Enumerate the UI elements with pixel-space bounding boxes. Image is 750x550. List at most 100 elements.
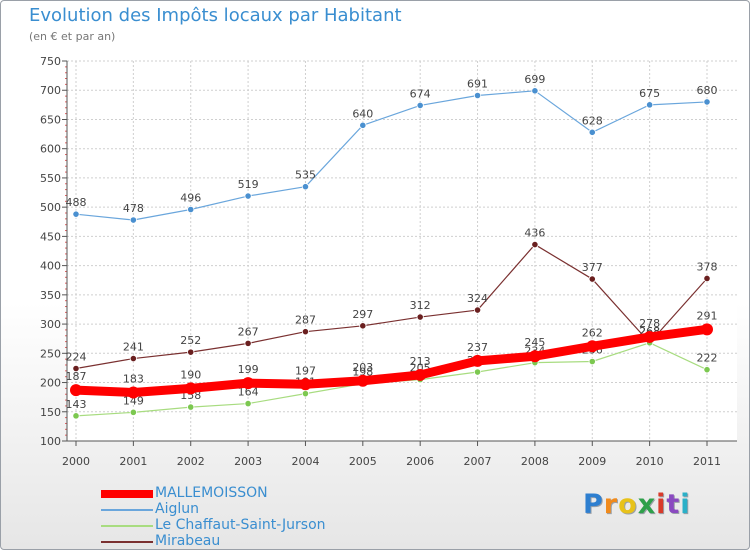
x-tick-label: 2002 <box>177 455 205 468</box>
data-point-mirabeau <box>473 306 482 314</box>
logo-letter: t <box>666 489 681 520</box>
y-tick-label: 600 <box>40 143 61 156</box>
data-point-le-chaffaut-saint-jurson <box>72 412 80 420</box>
x-tick-label: 2011 <box>693 455 721 468</box>
logo-letter: o <box>618 489 638 520</box>
x-tick-label: 2008 <box>521 455 549 468</box>
data-point-mallemoisson <box>70 384 82 397</box>
data-point-mirabeau <box>244 339 252 347</box>
data-label-aiglun: 535 <box>295 169 316 182</box>
data-point-mallemoisson <box>356 374 369 387</box>
data-label-aiglun: 478 <box>123 202 144 215</box>
y-tick-label: 400 <box>40 260 61 273</box>
data-label-mirabeau: 287 <box>295 314 316 327</box>
data-point-mallemoisson <box>414 368 427 381</box>
y-tick-label: 150 <box>40 406 61 419</box>
data-point-le-chaffaut-saint-jurson <box>129 408 137 416</box>
data-point-mallemoisson <box>127 386 140 399</box>
y-tick-label: 200 <box>40 377 61 390</box>
legend-label: Mirabeau <box>155 533 221 549</box>
data-label-aiglun: 640 <box>352 107 373 120</box>
legend-label: Le Chaffaut-Saint-Jurson <box>155 517 326 533</box>
data-label-le-chaffaut-saint-jurson: 164 <box>238 386 259 399</box>
data-point-mallemoisson <box>528 350 541 363</box>
data-point-mirabeau <box>531 240 539 249</box>
data-point-mirabeau <box>72 364 80 373</box>
x-tick-label: 2006 <box>406 455 434 468</box>
logo-letter: P <box>583 489 604 520</box>
data-point-mirabeau <box>588 275 596 283</box>
data-label-le-chaffaut-saint-jurson: 143 <box>66 398 87 411</box>
legend-swatch <box>101 509 153 511</box>
x-tick-label: 2000 <box>62 455 90 468</box>
x-tick-label: 2007 <box>464 455 492 468</box>
data-label-aiglun: 488 <box>66 196 87 209</box>
data-label-aiglun: 674 <box>410 87 431 100</box>
data-label-aiglun: 675 <box>639 87 660 100</box>
data-point-le-chaffaut-saint-jurson <box>244 399 252 408</box>
data-label-mirabeau: 378 <box>697 260 718 273</box>
data-point-aiglun <box>244 192 252 200</box>
y-tick-label: 650 <box>40 113 61 126</box>
x-tick-label: 2004 <box>291 455 319 468</box>
y-tick-label: 750 <box>40 55 61 68</box>
data-point-aiglun <box>416 101 424 110</box>
legend-swatch <box>101 541 153 543</box>
chart-title: Evolution des Impôts locaux par Habitant <box>29 5 402 26</box>
x-tick-label: 2010 <box>636 455 664 468</box>
y-tick-label: 100 <box>40 435 61 448</box>
data-point-mirabeau <box>187 348 195 356</box>
data-point-le-chaffaut-saint-jurson <box>301 390 310 398</box>
data-point-mallemoisson <box>643 330 656 343</box>
y-tick-label: 700 <box>40 84 61 97</box>
chart-subtitle: (en € et par an) <box>29 30 116 43</box>
data-label-mallemoisson: 237 <box>467 341 488 354</box>
data-point-le-chaffaut-saint-jurson <box>703 366 711 374</box>
data-point-aiglun <box>703 98 711 106</box>
data-point-mallemoisson <box>701 323 713 336</box>
data-point-aiglun <box>187 205 195 214</box>
legend-swatch <box>101 490 153 498</box>
data-label-mirabeau: 377 <box>582 261 603 274</box>
logo-letter: i <box>656 489 667 520</box>
x-tick-label: 2003 <box>234 455 262 468</box>
data-label-mirabeau: 241 <box>123 341 144 354</box>
data-point-aiglun <box>359 121 367 129</box>
data-label-mallemoisson: 190 <box>180 368 201 381</box>
logo-letter: x <box>637 489 657 520</box>
legend-swatch <box>101 525 153 527</box>
y-tick-label: 550 <box>40 172 61 185</box>
x-tick-label: 2001 <box>119 455 147 468</box>
data-point-mirabeau <box>359 322 367 330</box>
data-label-aiglun: 680 <box>697 84 718 97</box>
data-point-aiglun <box>301 183 310 191</box>
y-tick-label: 250 <box>40 347 61 360</box>
series-line-mallemoisson <box>71 324 712 397</box>
data-label-mallemoisson: 245 <box>524 336 545 349</box>
data-point-aiglun <box>473 91 482 100</box>
proxiti-logo: Proxiti <box>583 489 691 520</box>
data-label-mirabeau: 267 <box>238 325 259 338</box>
data-point-mirabeau <box>129 354 137 363</box>
data-point-mallemoisson <box>184 382 197 395</box>
data-label-mallemoisson: 278 <box>639 317 660 330</box>
data-label-le-chaffaut-saint-jurson: 149 <box>123 394 144 407</box>
data-label-mirabeau: 312 <box>410 299 431 312</box>
data-label-mallemoisson: 199 <box>238 363 259 376</box>
data-label-le-chaffaut-saint-jurson: 198 <box>352 366 373 379</box>
data-label-aiglun: 699 <box>524 73 545 86</box>
series-line-aiglun <box>75 90 708 221</box>
data-label-mallemoisson: 197 <box>295 364 316 377</box>
data-label-aiglun: 691 <box>467 77 488 90</box>
data-point-aiglun <box>129 216 137 224</box>
data-point-aiglun <box>531 87 539 95</box>
data-point-aiglun <box>588 128 596 136</box>
data-label-mirabeau: 436 <box>524 227 545 240</box>
y-tick-label: 500 <box>40 201 61 214</box>
data-label-mirabeau: 252 <box>180 334 201 347</box>
data-point-mirabeau <box>703 274 711 283</box>
data-label-mallemoisson: 213 <box>410 355 431 368</box>
data-point-le-chaffaut-saint-jurson <box>473 368 482 376</box>
y-tick-label: 350 <box>40 289 61 302</box>
